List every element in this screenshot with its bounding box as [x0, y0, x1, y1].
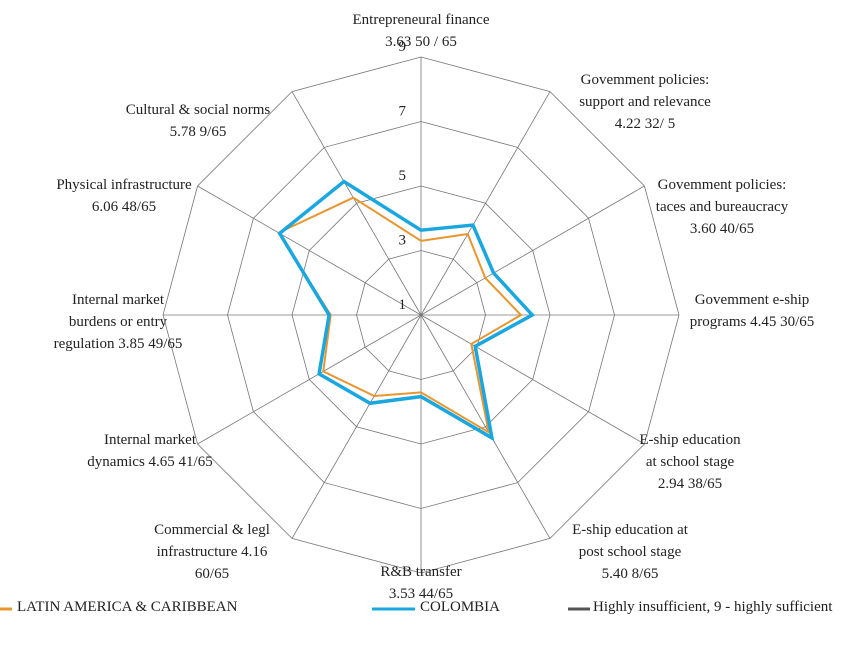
- spoke: [420, 314, 645, 445]
- axis-label: Commercial & legl infrastructure 4.16 60/6…: [154, 522, 270, 582]
- axis-label-line: Internal market: [72, 292, 165, 308]
- y-tick-label: 7: [399, 104, 407, 120]
- axis-label-line: 3.53 44/65: [389, 586, 453, 602]
- spoke: [291, 91, 422, 316]
- axis-label-line: 3.60 40/65: [690, 221, 754, 237]
- spoke: [420, 91, 551, 316]
- axis-label: Cultural & social norms 5.78 9/65: [126, 102, 271, 140]
- y-tick-label: 1: [399, 297, 407, 313]
- axis-label-line: dynamics 4.65 41/65: [87, 454, 212, 470]
- axis-label-line: programs 4.45 30/65: [690, 314, 815, 330]
- y-tick-label: 3: [399, 233, 407, 249]
- axis-label-line: 5.40 8/65: [602, 566, 659, 582]
- y-tick-label: 9: [399, 39, 407, 55]
- axis-label: Internal market burdens or entry regulatio…: [54, 292, 183, 352]
- axis-label-line: R&B transfer: [380, 564, 461, 580]
- axis-label-line: Govemment policies:: [581, 72, 710, 88]
- axis-label-line: E-ship education: [639, 432, 741, 448]
- axis-label-line: Internal market: [104, 432, 197, 448]
- y-tick-label: 5: [399, 168, 407, 184]
- axis-label-line: 60/65: [195, 566, 229, 582]
- legend-label: Highly insufficient, 9 - highly sufficie…: [593, 599, 833, 615]
- axis-label: E-ship education at school stage 2.94 38/6…: [639, 432, 741, 492]
- axis-label: Govemment e-ship programs 4.45 30/65: [690, 292, 815, 330]
- series-line: [277, 179, 536, 442]
- axis-label: Govemment policies: support and relevance…: [579, 72, 711, 132]
- axis-label-line: 6.06 48/65: [92, 199, 156, 215]
- axis-label: Physical infrastructure 6.06 48/65: [56, 177, 192, 215]
- axis-label-line: Entrepreneural finance: [353, 12, 490, 28]
- axis-label: Govemment policies: taces and bureaucracy…: [656, 177, 789, 237]
- axis-label-line: at school stage: [646, 454, 735, 470]
- axis-label-line: infrastructure 4.16: [157, 544, 268, 560]
- axis-label-line: burdens or entry: [69, 314, 168, 330]
- axis-label: Entrepreneural finance 3.63 50 / 65: [353, 12, 490, 50]
- legend-label: COLOMBIA: [420, 599, 500, 615]
- axis-label: E-ship education at post school stage 5.40…: [572, 522, 689, 582]
- axis-label-line: 3.63 50 / 65: [385, 34, 457, 50]
- spoke: [197, 314, 422, 445]
- axis-label-line: E-ship education at: [572, 522, 689, 538]
- axis-label-line: Govemment e-ship: [695, 292, 810, 308]
- axis-label-line: support and relevance: [579, 94, 711, 110]
- axis-label-line: taces and bureaucracy: [656, 199, 789, 215]
- axis-label-line: 5.78 9/65: [170, 124, 227, 140]
- axis-label-line: regulation 3.85 49/65: [54, 336, 183, 352]
- spoke: [197, 185, 422, 316]
- axis-label: R&B transfer 3.53 44/65: [380, 564, 461, 602]
- axis-label: Internal market dynamics 4.65 41/65: [87, 432, 212, 470]
- axis-label-line: Physical infrastructure: [56, 177, 192, 193]
- spoke: [291, 314, 422, 539]
- spoke: [420, 185, 645, 316]
- axis-label-line: Govemment policies:: [658, 177, 787, 193]
- legend-label: LATIN AMERICA & CARIBBEAN: [17, 599, 238, 615]
- axis-label-line: 2.94 38/65: [658, 476, 722, 492]
- axis-label-line: Commercial & legl: [154, 522, 270, 538]
- spoke: [420, 314, 551, 539]
- axis-label-line: post school stage: [579, 544, 682, 560]
- axis-label-line: 4.22 32/ 5: [615, 116, 675, 132]
- axis-label-line: Cultural & social norms: [126, 102, 271, 118]
